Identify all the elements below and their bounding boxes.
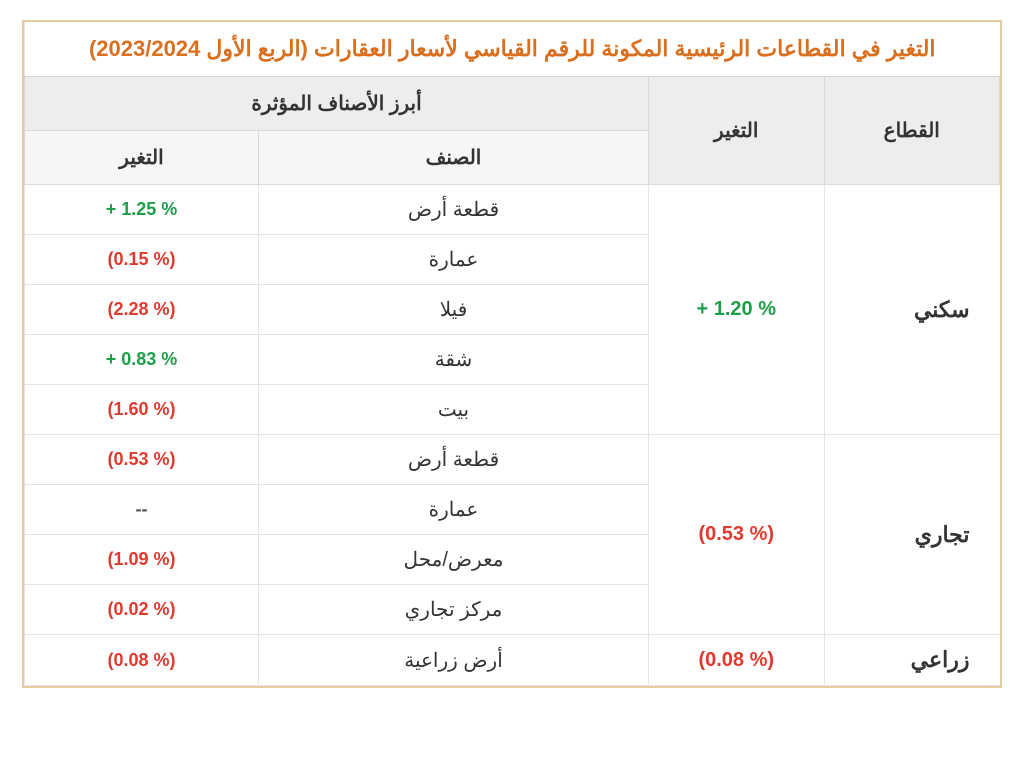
item-name: عمارة bbox=[259, 235, 649, 285]
title-row: التغير في القطاعات الرئيسية المكونة للرق… bbox=[25, 22, 1000, 77]
item-name: أرض زراعية bbox=[259, 635, 649, 686]
header-item-change: التغير bbox=[25, 131, 259, 185]
sector-change: (0.08 %) bbox=[649, 635, 825, 686]
sector-change: + 1.20 % bbox=[649, 185, 825, 435]
item-name: شقة bbox=[259, 335, 649, 385]
item-change: (0.53 %) bbox=[25, 435, 259, 485]
item-name: بيت bbox=[259, 385, 649, 435]
item-change: -- bbox=[25, 485, 259, 535]
item-name: قطعة أرض bbox=[259, 435, 649, 485]
item-change: (1.09 %) bbox=[25, 535, 259, 585]
table-row: تجاري(0.53 %)قطعة أرض(0.53 %) bbox=[25, 435, 1000, 485]
item-change: + 1.25 % bbox=[25, 185, 259, 235]
header-top-items: أبرز الأصناف المؤثرة bbox=[25, 77, 649, 131]
table-body: سكني+ 1.20 %قطعة أرض+ 1.25 %عمارة(0.15 %… bbox=[25, 185, 1000, 686]
item-name: عمارة bbox=[259, 485, 649, 535]
item-name: معرض/محل bbox=[259, 535, 649, 585]
table-title: التغير في القطاعات الرئيسية المكونة للرق… bbox=[25, 22, 1000, 77]
item-change: (0.02 %) bbox=[25, 585, 259, 635]
sector-name: تجاري bbox=[824, 435, 1000, 635]
item-change: (0.08 %) bbox=[25, 635, 259, 686]
table-container: التغير في القطاعات الرئيسية المكونة للرق… bbox=[22, 20, 1002, 688]
item-change: (1.60 %) bbox=[25, 385, 259, 435]
item-change: + 0.83 % bbox=[25, 335, 259, 385]
sector-change: (0.53 %) bbox=[649, 435, 825, 635]
item-name: فيلا bbox=[259, 285, 649, 335]
header-row-1: القطاع التغير أبرز الأصناف المؤثرة bbox=[25, 77, 1000, 131]
price-index-table: التغير في القطاعات الرئيسية المكونة للرق… bbox=[24, 22, 1000, 686]
table-row: سكني+ 1.20 %قطعة أرض+ 1.25 % bbox=[25, 185, 1000, 235]
item-change: (2.28 %) bbox=[25, 285, 259, 335]
sector-name: زراعي bbox=[824, 635, 1000, 686]
table-row: زراعي(0.08 %)أرض زراعية(0.08 %) bbox=[25, 635, 1000, 686]
item-change: (0.15 %) bbox=[25, 235, 259, 285]
header-sector: القطاع bbox=[824, 77, 1000, 185]
header-change: التغير bbox=[649, 77, 825, 185]
item-name: مركز تجاري bbox=[259, 585, 649, 635]
item-name: قطعة أرض bbox=[259, 185, 649, 235]
sector-name: سكني bbox=[824, 185, 1000, 435]
header-item-name: الصنف bbox=[259, 131, 649, 185]
